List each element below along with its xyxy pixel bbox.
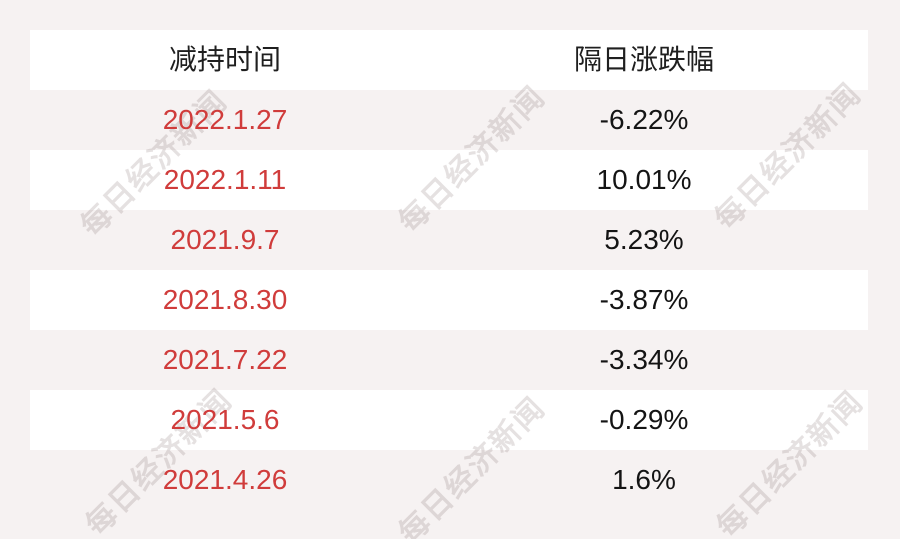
table-row: 2021.9.7 5.23% xyxy=(30,210,868,270)
header-next-day-change: 隔日涨跌幅 xyxy=(573,44,714,75)
reduction-date-cell: 2021.5.6 xyxy=(170,404,280,435)
table-row: 2022.1.11 10.01% xyxy=(30,150,868,210)
change-percent-cell: -3.34% xyxy=(599,344,689,375)
reduction-date-cell: 2022.1.11 xyxy=(163,164,287,195)
change-percent-cell: -6.22% xyxy=(599,104,689,135)
header-reduction-time: 减持时间 xyxy=(168,44,281,75)
table-row: 2021.4.26 1.6% xyxy=(30,450,868,510)
change-percent-cell: -3.87% xyxy=(599,284,689,315)
change-percent-cell: 5.23% xyxy=(604,224,684,255)
reduction-date-cell: 2022.1.27 xyxy=(162,104,288,135)
table-row: 2021.8.30 -3.87% xyxy=(30,270,868,330)
reduction-date-cell: 2021.8.30 xyxy=(162,284,288,315)
row-stripes-background xyxy=(30,30,868,510)
table-header-row: 减持时间 隔日涨跌幅 xyxy=(30,30,868,90)
reduction-date-cell: 2021.9.7 xyxy=(170,224,280,255)
reduction-table: 减持时间 隔日涨跌幅 2022.1.27 -6.22% 2022.1.11 10… xyxy=(30,30,868,510)
table-row: 2022.1.27 -6.22% xyxy=(30,90,868,150)
table-row: 2021.7.22 -3.34% xyxy=(30,330,868,390)
table-row: 2021.5.6 -0.29% xyxy=(30,390,868,450)
reduction-date-cell: 2021.4.26 xyxy=(162,464,288,495)
reduction-date-cell: 2021.7.22 xyxy=(162,344,288,375)
change-percent-cell: 1.6% xyxy=(612,464,676,495)
change-percent-cell: -0.29% xyxy=(599,404,689,435)
change-percent-cell: 10.01% xyxy=(596,164,692,195)
